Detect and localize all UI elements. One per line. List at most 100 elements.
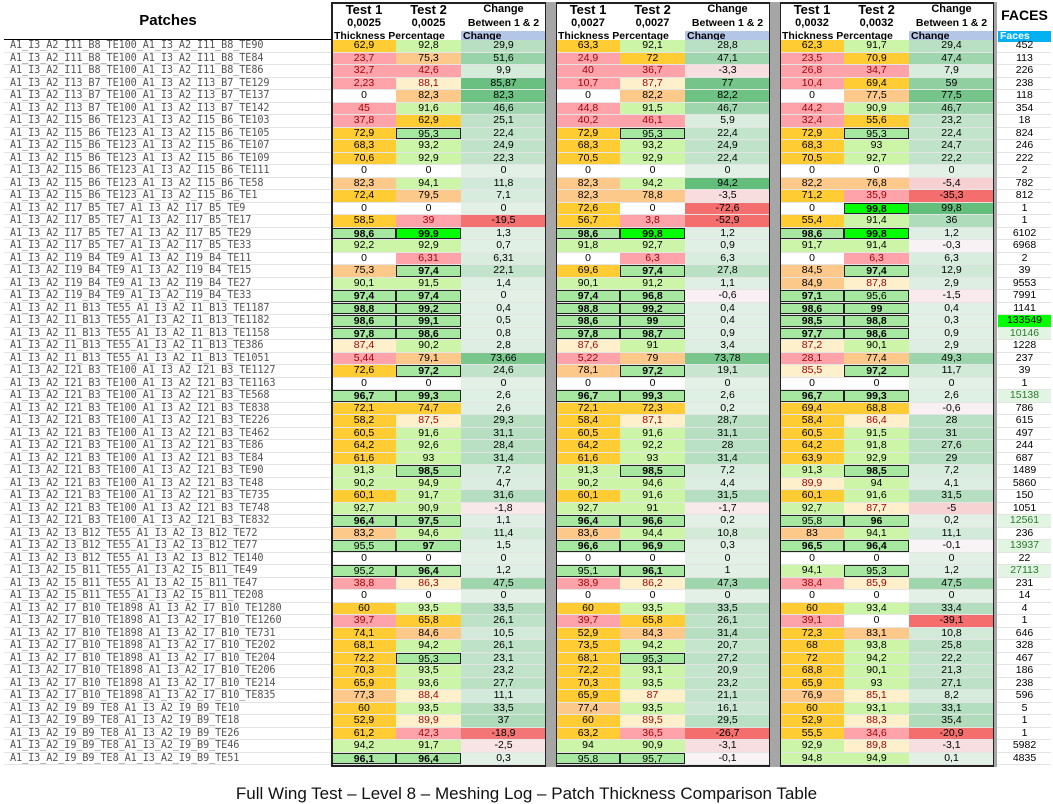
table-row: A1_I3_A2_I11_B8_TE100_A1_I3_A2_I11_B8_TE… (4, 64, 1051, 78)
test1-thickness: 61,6 (556, 452, 620, 464)
test1-thickness: 74,1 (332, 627, 396, 639)
change-value: 2,9 (909, 339, 994, 352)
test1-thickness: 68,3 (332, 139, 396, 152)
change-value: 23,1 (461, 652, 546, 664)
test2-thickness: 93,5 (620, 702, 685, 714)
test2-thickness: 99,8 (844, 227, 909, 239)
test1-thickness: 72,3 (780, 627, 844, 639)
test2-thickness: 93 (620, 452, 685, 464)
change-value: 22,1 (461, 264, 546, 277)
change-value: 28 (909, 414, 994, 427)
change-value: 22,4 (685, 127, 770, 139)
test1-thickness: 0 (556, 377, 620, 389)
test2-thickness: 79 (620, 352, 685, 364)
test2-thickness: 0 (620, 377, 685, 389)
test2-thickness: 77,5 (844, 89, 909, 102)
faces-count: 5982 (1012, 739, 1037, 751)
test2-thickness: 88,1 (396, 77, 461, 89)
test1-thickness: 0 (556, 252, 620, 264)
test2-thickness: 92,9 (396, 239, 461, 252)
patch-name: A1_I3_A2_I7_B10_TE1898_A1_I3_A2_I7_B10_T… (10, 652, 276, 664)
test1-thickness: 38,9 (556, 577, 620, 589)
patch-name: A1_I3_A2_I3_B12_TE55_A1_I3_A2_I3_B12_TE1… (10, 552, 264, 564)
test1-thickness: 5,44 (332, 352, 396, 364)
change-value: 37 (461, 714, 546, 727)
table-row: A1_I3_A2_I9_B9_TE8_A1_I3_A2_I9_B9_TE26 61… (4, 727, 1051, 740)
test2-thickness: 99,3 (620, 390, 685, 402)
table-row: A1_I3_A2_I19_B4_TE9_A1_I3_A2_I19_B4_TE27… (4, 276, 1051, 290)
test1-thickness: 72,2 (332, 652, 396, 664)
test1-thickness: 96,4 (556, 515, 620, 527)
table-row: A1_I3_A2_I17_B5_TE7_A1_I3_A2_I17_B5_TE9 0… (4, 202, 1051, 215)
change-value: 77 (685, 77, 770, 89)
change-value: 0,3 (909, 314, 994, 327)
test1-header: Test 1 (345, 2, 383, 17)
change-value: 82,2 (685, 89, 770, 102)
test2-thickness: 91 (620, 502, 685, 514)
test1-thickness: 39,7 (556, 614, 620, 627)
table-caption: Full Wing Test – Level 8 – Meshing Log –… (235, 784, 818, 803)
change-value: 0,4 (685, 314, 770, 327)
table-row: A1_I3_A2_I11_B8_TE100_A1_I3_A2_I11_B8_TE… (4, 52, 1051, 65)
test2-thickness: 62,9 (396, 114, 461, 127)
patch-name: A1_I3_A2_I9_B9_TE8_A1_I3_A2_I9_B9_TE10 (10, 702, 240, 714)
table-row: A1_I3_A2_I7_B10_TE1898_A1_I3_A2_I7_B10_T… (4, 664, 1051, 678)
test2-thickness: 94,2 (844, 652, 909, 664)
test2-thickness: 6,3 (844, 252, 909, 264)
table-row: A1_I3_A2_I15_B6_TE123_A1_I3_A2_I15_B6_TE… (4, 189, 1051, 203)
change-value: 33,5 (685, 602, 770, 614)
test1-thickness: 94,1 (780, 564, 844, 577)
table-row: A1_I3_A2_I21_B3_TE100_A1_I3_A2_I21_B3_TE… (4, 427, 1051, 440)
test1-thickness: 0 (332, 89, 396, 102)
change-value: 0,7 (461, 239, 546, 252)
test2-thickness: 99,2 (396, 302, 461, 314)
change-value: 31,1 (685, 427, 770, 439)
change-value: 24,9 (685, 139, 770, 152)
change-value: 7,2 (685, 464, 770, 477)
table-row: A1_I3_A2_I19_B4_TE9_A1_I3_A2_I19_B4_TE33… (4, 289, 1051, 303)
patch-name: A1_I3_A2_I1_B13_TE55_A1_I3_A2_I1_B13_TE3… (10, 340, 264, 351)
patch-name: A1_I3_A2_I3_B12_TE55_A1_I3_A2_I3_B12_TE7… (10, 540, 258, 551)
change-value: -5 (909, 502, 994, 514)
change-subheader: Change (909, 31, 994, 42)
change-value: 73,78 (685, 352, 770, 364)
test2-thickness: 99 (620, 315, 685, 327)
change-value: 31,5 (909, 489, 994, 502)
faces-count: 1 (1021, 376, 1028, 389)
change-value: 1,1 (685, 277, 770, 289)
test2-thickness: 94,9 (396, 477, 461, 489)
test1-thickness: 60 (556, 602, 620, 614)
patch-name: A1_I3_A2_I21_B3_TE100_A1_I3_A2_I21_B3_TE… (10, 390, 270, 401)
faces-count: 18 (1018, 114, 1031, 126)
table-row: A1_I3_A2_I5_B11_TE55_A1_I3_A2_I5_B11_TE4… (4, 564, 1051, 578)
test2-thickness: 88,4 (396, 689, 461, 702)
faces-count: 328 (1015, 639, 1034, 651)
change-header-line2: Between 1 & 2 (467, 17, 540, 29)
test2-thickness: 94,2 (396, 639, 461, 652)
test2-thickness: 94,6 (620, 477, 685, 489)
patch-name: A1_I3_A2_I15_B6_TE123_A1_I3_A2_I15_B6_TE… (10, 165, 270, 176)
test1-thickness: 58,4 (556, 414, 620, 427)
patch-name: A1_I3_A2_I21_B3_TE100_A1_I3_A2_I21_B3_TE… (10, 365, 276, 376)
change-value: 36 (909, 214, 994, 227)
patch-name: A1_I3_A2_I1_B13_TE55_A1_I3_A2_I1_B13_TE1… (10, 352, 270, 364)
test1-thickness: 55,5 (780, 727, 844, 739)
faces-count: 9553 (1012, 276, 1037, 289)
change-value: 11,4 (461, 527, 546, 539)
test2-thickness: 79,1 (396, 352, 461, 364)
change-value: 10,8 (685, 527, 770, 539)
change-header: Change (483, 3, 524, 15)
test2-thickness: 6,3 (620, 252, 685, 264)
test1-thickness: 98,6 (332, 315, 396, 327)
table-row: A1_I3_A2_I1_B13_TE55_A1_I3_A2_I1_B13_TE1… (4, 302, 1051, 315)
change-value: 2,9 (909, 277, 994, 289)
patch-name: A1_I3_A2_I5_B11_TE55_A1_I3_A2_I5_B11_TE4… (10, 565, 258, 576)
test2-thickness: 86,4 (844, 414, 909, 427)
change-value: 2,6 (461, 389, 546, 402)
table-row: A1_I3_A2_I15_B6_TE123_A1_I3_A2_I15_B6_TE… (4, 177, 1051, 190)
table-row: A1_I3_A2_I15_B6_TE123_A1_I3_A2_I15_B6_TE… (4, 164, 1051, 178)
faces-count: 354 (1015, 101, 1034, 114)
faces-count: 222 (1015, 151, 1034, 164)
test2-thickness: 91,6 (620, 489, 685, 502)
change-value: 6,3 (909, 252, 994, 264)
